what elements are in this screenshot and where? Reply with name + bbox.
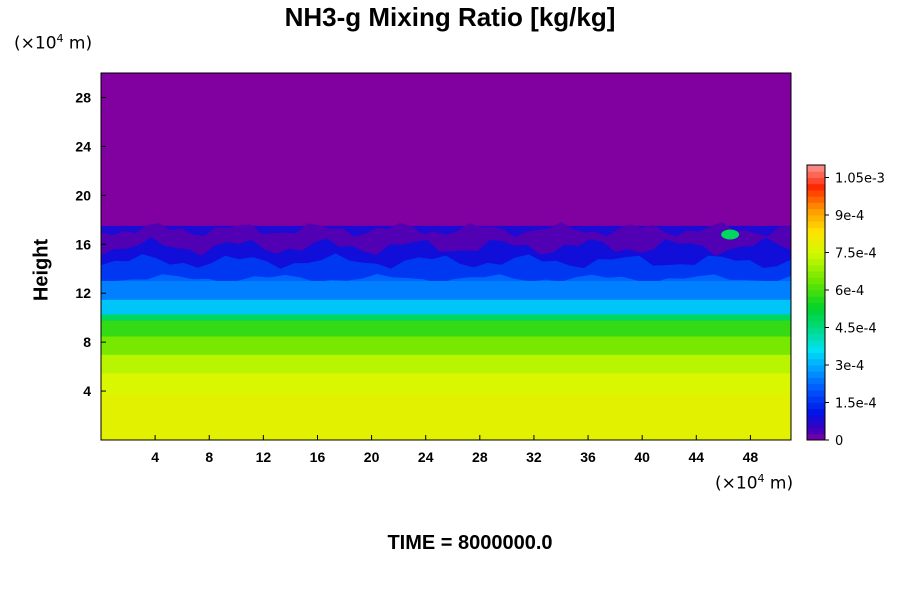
colorbar-segment [807, 208, 825, 216]
colorbar-segment [807, 308, 825, 316]
colorbar-segment [807, 240, 825, 247]
colorbar-segment [807, 171, 825, 178]
x-tick-label: 36 [580, 449, 596, 465]
x-tick-label: 4 [151, 449, 159, 465]
x-tick-label: 48 [743, 449, 759, 465]
colorbar-tick-label: 7.5e-4 [835, 247, 877, 262]
colorbar-segment [807, 358, 825, 366]
field-band [101, 320, 791, 337]
colorbar-segment [807, 421, 825, 428]
time-label: TIME = 8000000.0 [387, 532, 553, 554]
field-band [101, 299, 791, 315]
x-tick-label: 12 [256, 449, 272, 465]
colorbar-segment [807, 227, 825, 235]
colorbar-segment [807, 315, 825, 322]
x-axis-unit: (×104 m) [715, 472, 794, 494]
x-tick-label: 24 [418, 449, 434, 465]
colorbar-segment [807, 221, 825, 228]
colorbar-frame [806, 164, 826, 441]
colorbar-segment [807, 302, 825, 310]
colorbar-segment [807, 283, 825, 291]
colorbar-tick-label: 4.5e-4 [835, 322, 877, 337]
x-tick-label: 8 [205, 449, 213, 465]
colorbar-segment [807, 215, 825, 222]
y-tick-label: 24 [75, 138, 91, 154]
plot-frame [100, 72, 792, 441]
colorbar-segment [807, 233, 825, 241]
colorbar-segment [807, 415, 825, 422]
colorbar-segment [807, 383, 825, 391]
colorbar-segment [807, 333, 825, 341]
field-band [101, 393, 791, 441]
chart-title: NH3-g Mixing Ratio [kg/kg] [284, 2, 616, 32]
colorbar-tick-label: 3e-4 [835, 359, 864, 374]
colorbar-tick-label: 1.5e-4 [835, 397, 877, 412]
colorbar-segment [807, 277, 825, 285]
field-band [101, 354, 791, 374]
field-band [101, 336, 791, 355]
colorbar-segment [807, 352, 825, 360]
colorbar-segment [807, 390, 825, 397]
colorbar-segment [807, 258, 825, 266]
x-tick-label: 28 [472, 449, 488, 465]
colorbar-segment [807, 265, 825, 272]
colorbar-segment [807, 190, 825, 197]
colorbar-segment [807, 202, 825, 210]
colorbar-tick-label: 9e-4 [835, 209, 864, 224]
colorbar-segment [807, 165, 825, 172]
colorbar-segment [807, 365, 825, 372]
colorbar-segment [807, 396, 825, 403]
y-tick-label: 28 [75, 89, 91, 105]
colorbar-segment [807, 433, 825, 441]
field-band [101, 313, 791, 321]
colorbar-segment [807, 321, 825, 328]
field-band [101, 372, 791, 395]
y-tick-label: 16 [75, 236, 91, 252]
colorbar-segment [807, 296, 825, 303]
x-tick-label: 16 [310, 449, 326, 465]
colorbar-tick-label: 1.05e-3 [835, 172, 885, 187]
colorbar-segment [807, 346, 825, 353]
colorbar-segment [807, 371, 825, 378]
colorbar-tick-label: 0 [835, 434, 843, 449]
y-tick-label: 8 [83, 334, 91, 350]
field-feature [721, 229, 740, 240]
y-tick-label: 4 [83, 383, 91, 399]
x-tick-label: 40 [634, 449, 650, 465]
colorbar-segment [807, 290, 825, 297]
colorbar-segment [807, 271, 825, 278]
colorbar-segment [807, 402, 825, 410]
colorbar-segment [807, 252, 825, 260]
x-tick-label: 20 [364, 449, 380, 465]
field-band [101, 280, 791, 300]
y-axis-unit: (×104 m) [14, 32, 93, 54]
colorbar-segment [807, 177, 825, 185]
colorbar-segment [807, 377, 825, 385]
x-tick-label: 32 [526, 449, 542, 465]
colorbar-segment [807, 246, 825, 253]
colorbar-segment [807, 183, 825, 191]
colorbar-segment [807, 427, 825, 435]
colorbar-tick-label: 6e-4 [835, 284, 864, 299]
y-tick-label: 20 [75, 187, 91, 203]
colorbar-segment [807, 196, 825, 203]
colorbar-segment [807, 340, 825, 347]
colorbar-segment [807, 408, 825, 416]
x-tick-label: 44 [689, 449, 705, 465]
colorbar-segment [807, 327, 825, 335]
y-tick-label: 12 [75, 285, 91, 301]
